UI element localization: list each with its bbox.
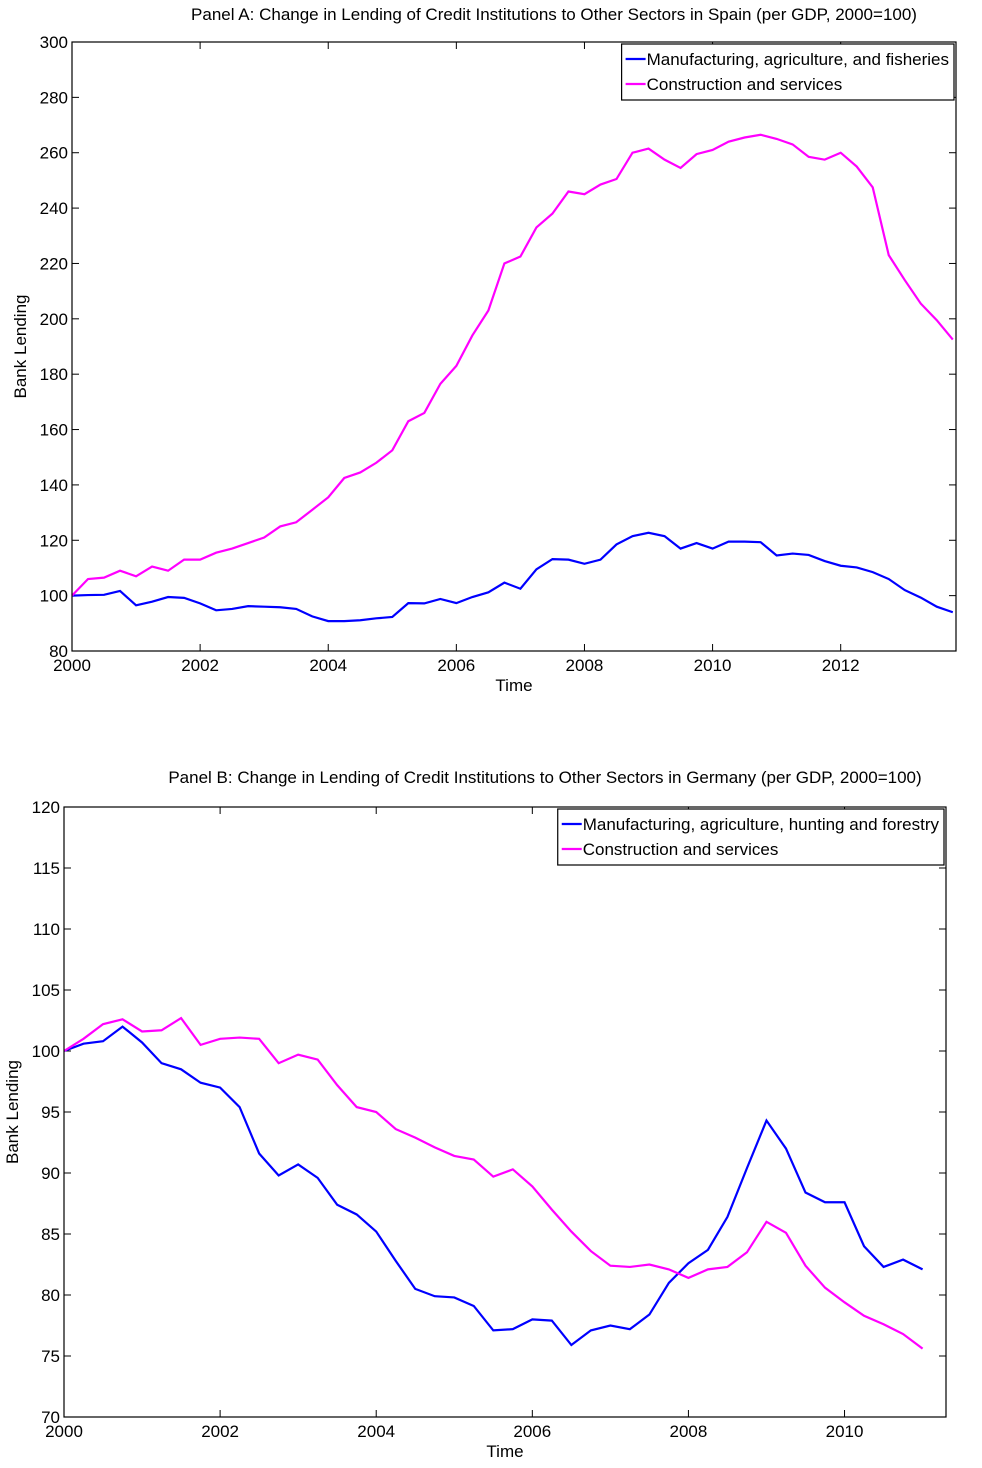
series-line xyxy=(63,1016,924,1350)
legend-box xyxy=(621,43,955,101)
y-tick-label: 240 xyxy=(40,199,68,218)
legend-label: Construction and services xyxy=(647,75,843,94)
y-axis-label: Bank Lending xyxy=(11,295,30,399)
y-tick-label: 200 xyxy=(40,310,68,329)
y-tick-label: 300 xyxy=(40,33,68,52)
x-axis-label: Time xyxy=(495,676,532,695)
y-tick-label: 75 xyxy=(41,1347,60,1366)
y-tick-label: 115 xyxy=(33,859,60,878)
x-tick-label: 2010 xyxy=(694,656,732,675)
y-axis-label: Bank Lending xyxy=(3,1060,22,1164)
y-tick-label: 85 xyxy=(41,1225,60,1244)
y-tick-label: 160 xyxy=(40,421,68,440)
legend-label: Construction and services xyxy=(583,840,779,859)
plot-area xyxy=(72,42,956,651)
plot-area xyxy=(64,807,946,1417)
y-tick-label: 80 xyxy=(41,1286,60,1305)
legend: Manufacturing, agriculture, hunting and … xyxy=(557,808,945,866)
x-tick-label: 2002 xyxy=(181,656,219,675)
y-tick-label: 80 xyxy=(49,642,68,661)
legend-label: Manufacturing, agriculture, and fisherie… xyxy=(647,50,949,69)
y-tick-label: 260 xyxy=(40,144,68,163)
x-tick-label: 2002 xyxy=(201,1422,239,1441)
x-tick-label: 2010 xyxy=(826,1422,864,1441)
y-tick-label: 280 xyxy=(40,88,68,107)
series-line xyxy=(71,133,954,597)
x-tick-label: 2004 xyxy=(357,1422,395,1441)
series-line xyxy=(63,1025,924,1347)
y-tick-label: 90 xyxy=(41,1164,60,1183)
x-axis-label: Time xyxy=(486,1442,523,1461)
x-tick-label: 2008 xyxy=(670,1422,708,1441)
y-tick-label: 220 xyxy=(40,254,68,273)
series-line xyxy=(71,531,954,623)
y-tick-label: 95 xyxy=(41,1103,60,1122)
legend-label: Manufacturing, agriculture, hunting and … xyxy=(583,815,940,834)
y-tick-label: 140 xyxy=(40,476,68,495)
x-tick-label: 2006 xyxy=(513,1422,551,1441)
y-tick-label: 105 xyxy=(32,981,60,1000)
plot-frame xyxy=(71,41,957,652)
x-tick-label: 2012 xyxy=(822,656,860,675)
chart-title: Panel A: Change in Lending of Credit Ins… xyxy=(191,5,917,24)
plot-frame xyxy=(63,806,947,1418)
x-tick-label: 2008 xyxy=(566,656,604,675)
x-tick-label: 2006 xyxy=(437,656,475,675)
y-tick-label: 70 xyxy=(41,1408,60,1427)
legend: Manufacturing, agriculture, and fisherie… xyxy=(621,43,955,101)
x-tick-label: 2000 xyxy=(53,656,91,675)
y-tick-label: 100 xyxy=(32,1042,60,1061)
y-tick-label: 110 xyxy=(33,920,60,939)
x-tick-label: 2000 xyxy=(45,1422,83,1441)
y-tick-label: 180 xyxy=(40,365,68,384)
chart-title: Panel B: Change in Lending of Credit Ins… xyxy=(168,768,921,787)
x-tick-label: 2004 xyxy=(309,656,347,675)
legend-box xyxy=(557,808,945,866)
y-tick-label: 120 xyxy=(32,798,60,817)
y-tick-label: 100 xyxy=(40,587,68,606)
y-tick-label: 120 xyxy=(40,531,68,550)
